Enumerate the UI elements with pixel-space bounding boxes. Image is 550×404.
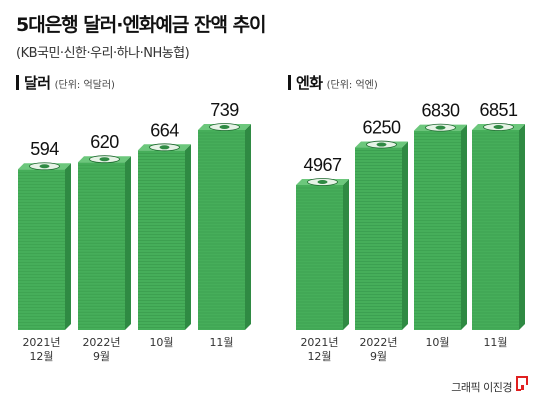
- category-label: 10월: [425, 336, 449, 349]
- category-label: 11월: [483, 336, 507, 349]
- banknote-bar: [355, 140, 408, 330]
- category-label: 2022년: [82, 336, 120, 349]
- value-label: 620: [90, 132, 119, 152]
- section-marker: [288, 75, 291, 90]
- graphic-credit: 그래픽 이진경: [451, 381, 512, 394]
- dollar-section-title: 달러: [24, 74, 51, 92]
- category-label: 10월: [149, 336, 173, 349]
- section-marker: [16, 75, 19, 90]
- category-label: 11월: [209, 336, 233, 349]
- banknote-bar: [472, 123, 525, 330]
- banknote-bar: [78, 155, 131, 330]
- dollar-section-header: 달러 (단위: 억달러): [16, 72, 115, 93]
- dollar-section-unit: (단위: 억달러): [54, 80, 115, 91]
- banknote-bar: [18, 162, 71, 330]
- yen-section-unit: (단위: 억엔): [326, 80, 378, 91]
- chart-title: 5대은행 달러·엔화예금 잔액 추이: [16, 14, 267, 36]
- category-label: 12월: [307, 350, 331, 363]
- banknote-bar: [414, 123, 467, 330]
- banknote-bar: [296, 178, 349, 330]
- publisher-logo-icon: [516, 376, 528, 391]
- value-label: 4967: [303, 155, 342, 175]
- banknote-bar: [138, 143, 191, 330]
- category-label: 2021년: [22, 336, 60, 349]
- category-label: 2022년: [359, 336, 397, 349]
- value-label: 6830: [421, 101, 460, 121]
- chart-subtitle: (KB국민·신한·우리·하나·NH농협): [16, 46, 190, 61]
- category-label: 2021년: [300, 336, 338, 349]
- yen-section-title: 엔화: [296, 74, 323, 92]
- yen-section-header: 엔화 (단위: 억엔): [288, 72, 378, 93]
- value-label: 6851: [479, 100, 518, 120]
- value-label: 739: [210, 100, 239, 120]
- category-label: 9월: [370, 350, 387, 363]
- value-label: 6250: [362, 118, 401, 138]
- value-label: 594: [30, 139, 59, 159]
- category-label: 9월: [93, 350, 110, 363]
- value-label: 664: [150, 120, 179, 140]
- category-label: 12월: [29, 350, 53, 363]
- banknote-bar: [198, 123, 251, 330]
